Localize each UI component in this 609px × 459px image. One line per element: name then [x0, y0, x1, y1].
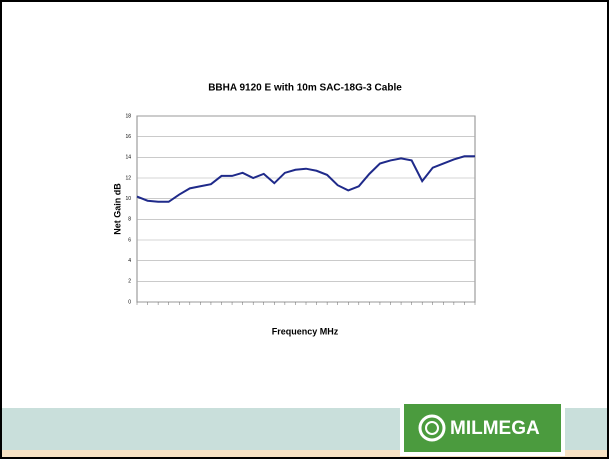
- y-axis-label: Net Gain dB: [112, 183, 122, 235]
- logo-bg: [404, 404, 561, 452]
- y-tick-label: 0: [128, 299, 131, 305]
- y-tick-label: 18: [125, 113, 131, 119]
- y-tick-label: 10: [125, 196, 131, 202]
- plot-area: [136, 115, 476, 303]
- y-tick-label: 14: [125, 155, 131, 161]
- logo-text: MILMEGA: [450, 418, 540, 439]
- y-tick-label: 2: [128, 279, 131, 285]
- y-tick-label: 4: [128, 258, 131, 264]
- y-tick-label: 6: [128, 237, 131, 243]
- y-tick-label: 12: [125, 175, 131, 181]
- footer-strip: [2, 450, 607, 457]
- y-tick-label: 16: [125, 134, 131, 140]
- logo-icon: [425, 421, 439, 435]
- data-line: [136, 155, 475, 203]
- x-axis-label: Frequency MHz: [272, 326, 339, 336]
- chart-title: BBHA 9120 E with 10m SAC-18G-3 Cable: [208, 83, 402, 94]
- y-tick-label: 8: [128, 217, 131, 223]
- logo-icon: [418, 414, 446, 442]
